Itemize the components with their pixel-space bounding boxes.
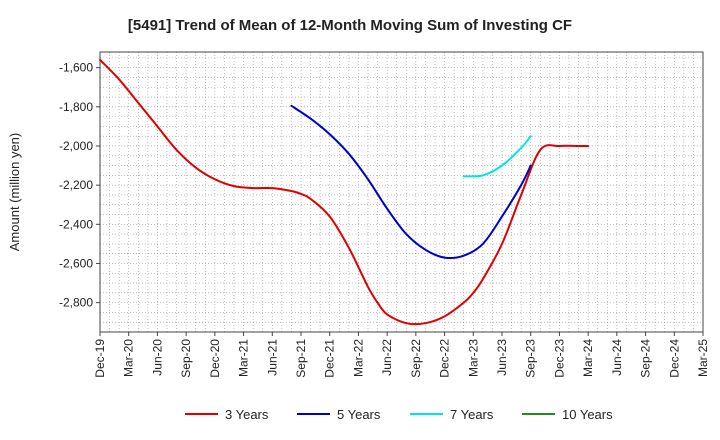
x-tick-label: Jun-23	[495, 339, 509, 376]
x-axis: Dec-19 Mar-20 Jun-20 Sep-20 Dec-20 Mar-21 Jun-…	[93, 332, 710, 378]
x-tick-label: Jun-20	[150, 339, 164, 376]
x-tick-label: Dec-21	[323, 339, 337, 378]
y-tick-label: -2,200	[59, 178, 93, 192]
x-tick-label: Mar-22	[351, 339, 365, 377]
x-tick-label: Mar-21	[237, 339, 251, 377]
series-line-7-years	[462, 135, 532, 178]
x-tick-label: Mar-24	[581, 339, 595, 377]
grid	[99, 52, 704, 332]
x-tick-label: Dec-20	[208, 339, 222, 378]
x-tick-label: Mar-25	[696, 339, 710, 377]
series-group	[99, 58, 590, 326]
chart-title: [5491] Trend of Mean of 12-Month Moving …	[128, 17, 572, 34]
x-tick-label: Jun-21	[265, 339, 279, 376]
x-tick-label: Dec-24	[667, 339, 681, 378]
x-tick-label: Mar-23	[466, 339, 480, 377]
y-axis: -1,600 -1,800 -2,000 -2,200 -2,400 -2,600 -2,8…	[59, 61, 100, 310]
x-tick-label: Dec-22	[438, 339, 452, 378]
x-tick-label: Sep-23	[524, 339, 538, 378]
series-line-5-years	[290, 104, 532, 260]
x-tick-label: Jun-24	[610, 339, 624, 376]
y-tick-label: -2,600	[59, 256, 93, 270]
x-tick-label: Sep-20	[179, 339, 193, 378]
legend-label-5-years: 5 Years	[337, 407, 381, 422]
x-tick-label: Mar-20	[122, 339, 136, 377]
x-tick-label: Dec-23	[552, 339, 566, 378]
legend-label-7-years: 7 Years	[450, 407, 494, 422]
plot-frame	[99, 51, 704, 333]
series-line-3-years	[99, 58, 590, 326]
x-tick-label: Sep-22	[409, 339, 423, 378]
legend: 3 Years 5 Years 7 Years 10 Years	[185, 407, 613, 422]
x-tick-label: Sep-21	[294, 339, 308, 378]
y-axis-label: Amount (million yen)	[7, 133, 22, 252]
legend-label-10-years: 10 Years	[562, 407, 613, 422]
y-tick-label: -1,600	[59, 61, 93, 75]
y-tick-label: -2,800	[59, 296, 93, 310]
y-tick-label: -2,000	[59, 139, 93, 153]
y-tick-label: -1,800	[59, 100, 93, 114]
x-tick-label: Sep-24	[639, 339, 653, 378]
legend-label-3-years: 3 Years	[225, 407, 269, 422]
x-tick-label: Jun-22	[380, 339, 394, 376]
y-tick-label: -2,400	[59, 217, 93, 231]
x-tick-label: Dec-19	[93, 339, 107, 378]
